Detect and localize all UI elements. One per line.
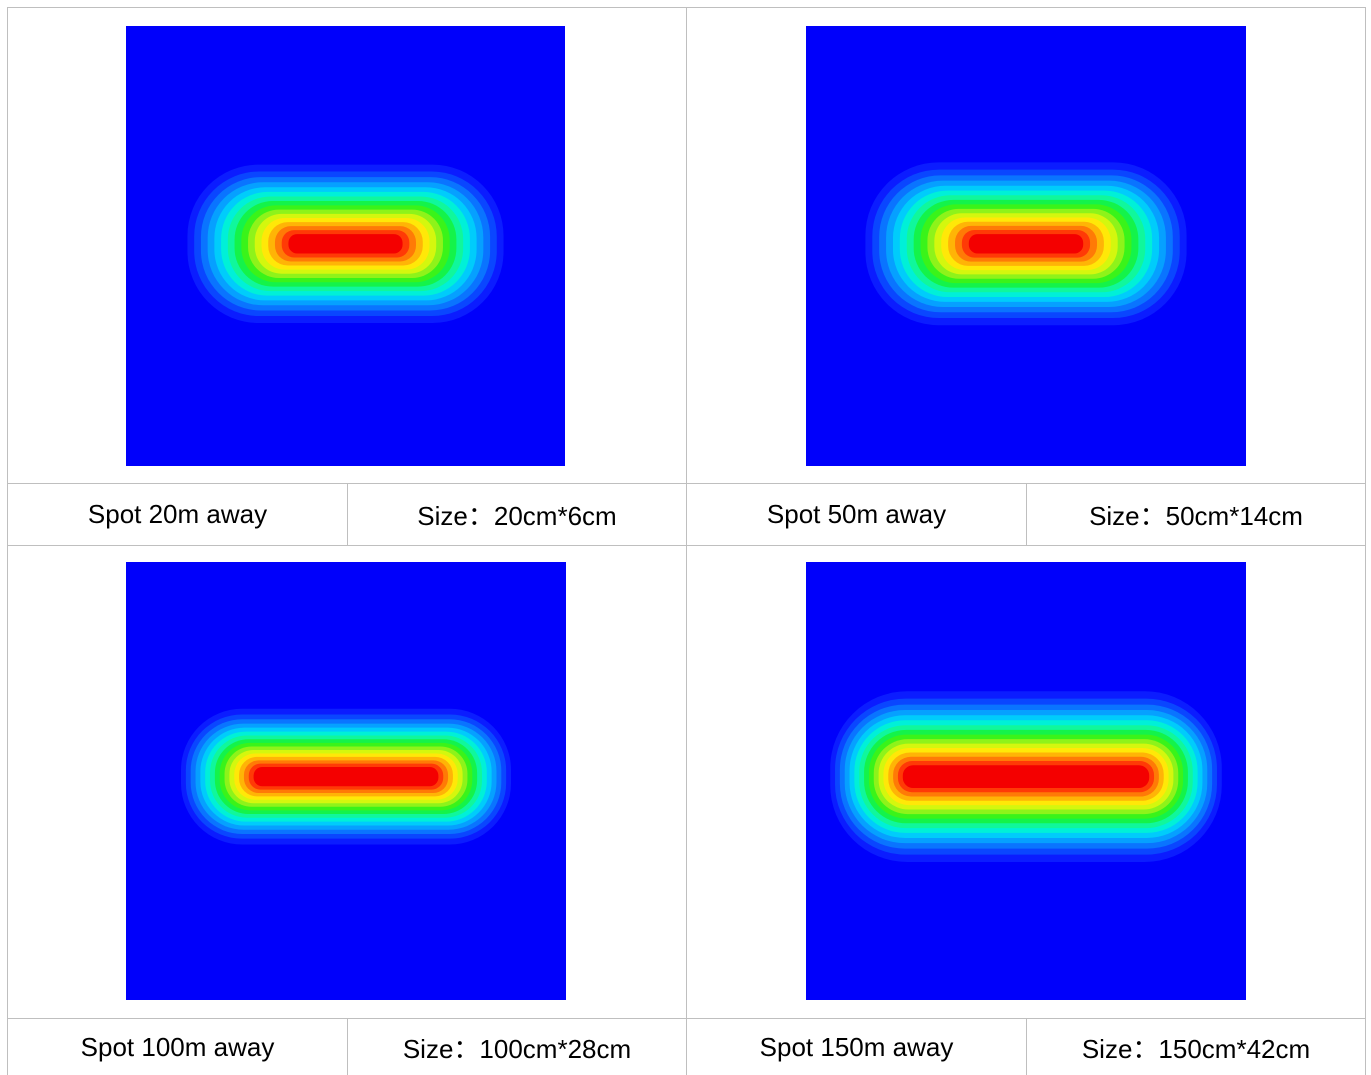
spot-image-100m [126, 562, 566, 1000]
table-divider-cell-b [1026, 483, 1027, 545]
table-border-right [1365, 7, 1366, 1075]
spot-distance-label: Spot 100m away [80, 1031, 275, 1062]
spot-heatmap [181, 708, 511, 845]
contour-band [253, 766, 439, 787]
spot-image-150m [806, 562, 1246, 1000]
table-border-left [7, 7, 8, 1075]
spot-distance-label: Spot 150m away [759, 1031, 954, 1062]
contour-band [288, 234, 403, 254]
table-divider-center [686, 7, 687, 1075]
spot-size-label: Size：100cm*28cm [402, 1033, 632, 1064]
table-divider-cell-d [1026, 1018, 1027, 1075]
spot-distance-label: Spot 20m away [87, 499, 268, 529]
spot-size-label: Size：20cm*6cm [417, 501, 617, 531]
spot-size-label: Size：50cm*14cm [1089, 501, 1303, 531]
contour-band [902, 765, 1150, 789]
spot-image-50m [806, 26, 1246, 466]
spot-size-label: Size：150cm*42cm [1081, 1033, 1311, 1064]
spot-comparison-table: Spot 20m away Size：20cm*6cm Spot 50m awa… [7, 7, 1366, 1075]
table-divider-cell-a [347, 483, 348, 545]
spot-image-20m [126, 26, 565, 466]
spot-heatmap [187, 164, 504, 323]
table-divider-cell-c [347, 1018, 348, 1075]
spot-distance-label: Spot 50m away [766, 499, 947, 529]
spot-heatmap [865, 162, 1187, 326]
spot-heatmap [830, 691, 1222, 863]
contour-band [968, 234, 1084, 254]
